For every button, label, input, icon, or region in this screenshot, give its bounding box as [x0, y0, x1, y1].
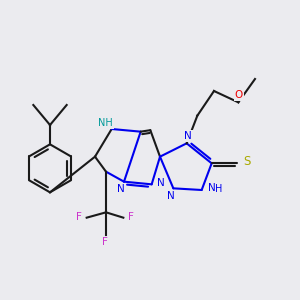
Text: O: O — [235, 90, 243, 100]
Text: H: H — [215, 184, 223, 194]
Text: F: F — [128, 212, 134, 222]
Text: N: N — [184, 131, 192, 141]
Text: NH: NH — [98, 118, 113, 128]
Text: S: S — [243, 155, 250, 168]
Text: F: F — [76, 212, 82, 222]
Text: N: N — [167, 191, 175, 201]
Text: N: N — [208, 183, 216, 193]
Text: N: N — [157, 178, 165, 188]
Text: F: F — [102, 237, 108, 247]
Text: N: N — [117, 184, 124, 194]
